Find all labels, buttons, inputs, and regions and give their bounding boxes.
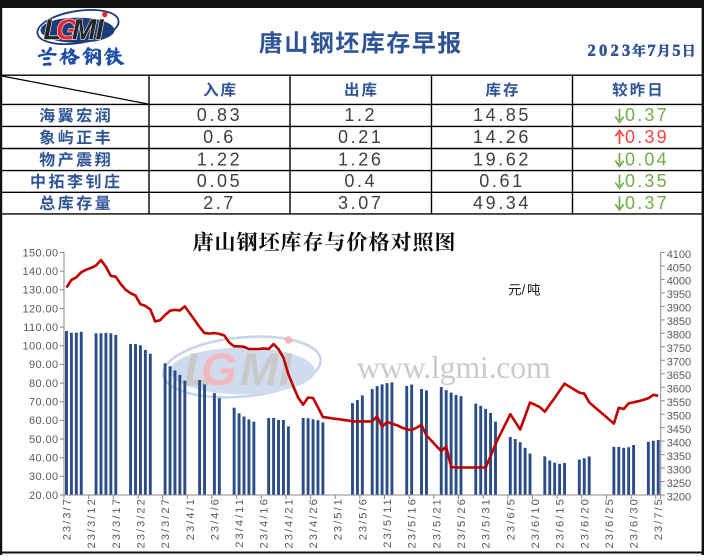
svg-text:4050: 4050 <box>667 262 691 274</box>
svg-text:3850: 3850 <box>667 316 691 328</box>
svg-text:23/5/21: 23/5/21 <box>431 497 443 548</box>
svg-text:23/3/27: 23/3/27 <box>160 497 172 548</box>
svg-text:23/5/16: 23/5/16 <box>407 497 419 548</box>
svg-text:23/6/15: 23/6/15 <box>555 497 567 548</box>
svg-text:70.00: 70.00 <box>29 397 59 409</box>
svg-text:23/6/25: 23/6/25 <box>604 497 616 548</box>
svg-text:23/4/16: 23/4/16 <box>259 497 271 548</box>
svg-text:0.6: 0.6 <box>203 127 236 147</box>
svg-text:14.85: 14.85 <box>473 105 531 125</box>
svg-text:23/4/26: 23/4/26 <box>308 497 320 548</box>
svg-text:23/6/20: 23/6/20 <box>579 497 591 548</box>
svg-text:23/5/6: 23/5/6 <box>357 497 369 540</box>
svg-text:0.04: 0.04 <box>625 149 669 169</box>
svg-text:0.4: 0.4 <box>344 171 377 191</box>
svg-text:0.83: 0.83 <box>197 105 242 125</box>
svg-text:3250: 3250 <box>667 478 691 490</box>
svg-text:140.00: 140.00 <box>22 266 58 278</box>
svg-text:0.37: 0.37 <box>625 105 669 125</box>
svg-text:3350: 3350 <box>667 451 691 463</box>
svg-text:60.00: 60.00 <box>29 415 59 427</box>
svg-text:49.34: 49.34 <box>473 193 531 213</box>
svg-text:23/5/11: 23/5/11 <box>382 497 394 548</box>
svg-text:23/5/31: 23/5/31 <box>481 497 493 548</box>
svg-text:23/3/12: 23/3/12 <box>86 497 98 548</box>
svg-text:2.7: 2.7 <box>203 193 236 213</box>
svg-text:www.lgmi.com: www.lgmi.com <box>357 349 551 385</box>
svg-text:3550: 3550 <box>667 397 691 409</box>
svg-text:23/6/5: 23/6/5 <box>505 497 517 540</box>
svg-text:130.00: 130.00 <box>22 285 58 297</box>
svg-text:3.07: 3.07 <box>338 193 383 213</box>
svg-text:90.00: 90.00 <box>29 359 59 371</box>
svg-text:3450: 3450 <box>667 424 691 436</box>
svg-text:0.35: 0.35 <box>625 171 669 191</box>
svg-text:14.26: 14.26 <box>473 127 531 147</box>
svg-text:3400: 3400 <box>667 437 691 449</box>
svg-text:150.00: 150.00 <box>22 247 58 259</box>
svg-text:80.00: 80.00 <box>29 378 59 390</box>
svg-text:1.26: 1.26 <box>338 149 383 169</box>
svg-text:23/4/21: 23/4/21 <box>283 497 295 548</box>
svg-text:3500: 3500 <box>667 411 691 423</box>
svg-text:23/6/10: 23/6/10 <box>530 497 542 548</box>
svg-text:20.00: 20.00 <box>29 490 59 502</box>
svg-text:30.00: 30.00 <box>29 471 59 483</box>
svg-text:3750: 3750 <box>667 343 691 355</box>
svg-text:1.2: 1.2 <box>344 105 377 125</box>
svg-text:3650: 3650 <box>667 370 691 382</box>
svg-text:23/3/17: 23/3/17 <box>111 497 123 548</box>
svg-text:23/3/22: 23/3/22 <box>135 497 147 548</box>
svg-text:23/6/30: 23/6/30 <box>629 497 641 548</box>
svg-text:4100: 4100 <box>667 249 691 261</box>
svg-text:40.00: 40.00 <box>29 453 59 465</box>
svg-text:3800: 3800 <box>667 330 691 342</box>
svg-text:23/5/26: 23/5/26 <box>456 497 468 548</box>
svg-text:50.00: 50.00 <box>29 434 59 446</box>
svg-text:23/4/1: 23/4/1 <box>185 497 197 540</box>
svg-text:19.62: 19.62 <box>473 149 531 169</box>
svg-text:1.22: 1.22 <box>197 149 242 169</box>
svg-text:3200: 3200 <box>667 491 691 503</box>
svg-text:0.39: 0.39 <box>625 127 669 147</box>
svg-text:0.21: 0.21 <box>338 127 383 147</box>
svg-text:110.00: 110.00 <box>23 322 58 334</box>
svg-text:23/4/11: 23/4/11 <box>234 497 246 548</box>
svg-text:23/7/5: 23/7/5 <box>653 497 665 540</box>
svg-text:100.00: 100.00 <box>22 341 58 353</box>
svg-text:23/5/1: 23/5/1 <box>333 497 345 540</box>
svg-text:23/4/6: 23/4/6 <box>209 497 221 540</box>
svg-text:/: / <box>522 283 526 298</box>
svg-text:0.37: 0.37 <box>625 193 669 213</box>
svg-text:3600: 3600 <box>667 384 691 396</box>
svg-text:3700: 3700 <box>667 357 691 369</box>
svg-text:3300: 3300 <box>667 464 691 476</box>
svg-text:3900: 3900 <box>667 303 691 315</box>
svg-text:23/3/7: 23/3/7 <box>62 497 74 540</box>
svg-text:120.00: 120.00 <box>22 303 58 315</box>
svg-text:0.61: 0.61 <box>479 171 524 191</box>
svg-text:4000: 4000 <box>667 276 691 288</box>
svg-text:0.05: 0.05 <box>197 171 242 191</box>
svg-text:3950: 3950 <box>667 289 691 301</box>
